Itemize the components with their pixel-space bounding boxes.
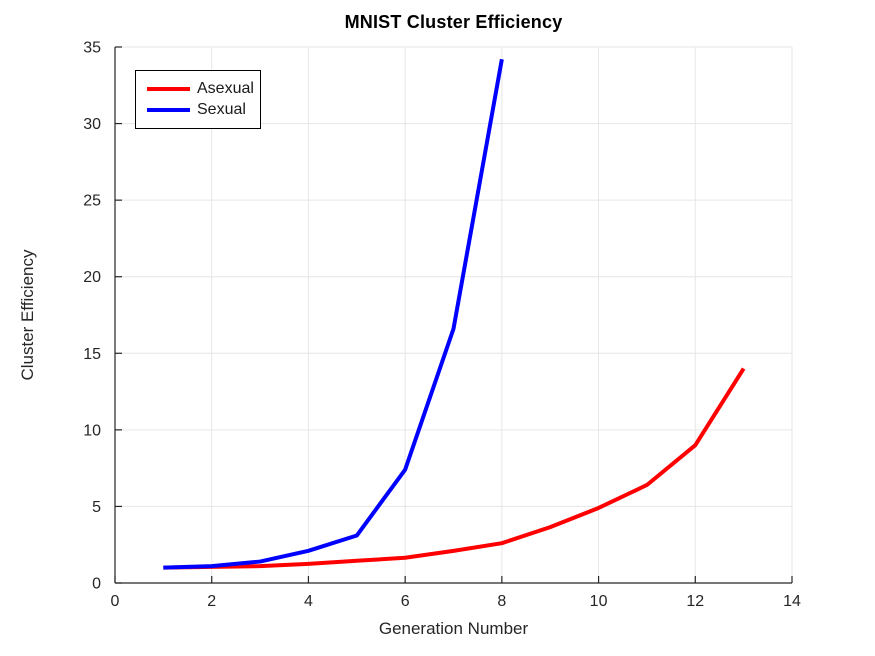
x-tick-label: 6: [401, 593, 410, 610]
y-tick-label: 15: [83, 346, 101, 363]
y-tick-label: 5: [92, 499, 101, 516]
y-tick-label: 35: [83, 40, 101, 57]
x-tick-label: 10: [590, 593, 608, 610]
y-tick-label: 30: [83, 116, 101, 133]
x-tick-label: 12: [686, 593, 704, 610]
x-tick-label: 8: [497, 593, 506, 610]
legend-item-asexual: Asexual: [147, 79, 260, 99]
chart-title: MNIST Cluster Efficiency: [344, 12, 563, 32]
y-tick-label: 25: [83, 193, 101, 210]
legend-item-sexual: Sexual: [147, 100, 260, 120]
x-tick-label: 0: [111, 593, 120, 610]
x-axis-label: Generation Number: [378, 619, 529, 638]
x-tick-label: 4: [304, 593, 313, 610]
series-line-asexual: [163, 367, 746, 570]
series-line-sexual: [163, 58, 504, 570]
y-tick-label: 20: [83, 269, 101, 286]
legend: Asexual Sexual: [135, 70, 261, 129]
x-tick-label: 2: [207, 593, 216, 610]
legend-label-sexual: Sexual: [197, 101, 246, 118]
legend-label-asexual: Asexual: [197, 80, 254, 97]
x-tick-label: 14: [783, 593, 801, 610]
y-tick-label: 10: [83, 422, 101, 439]
y-axis-label: Cluster Efficiency: [18, 249, 37, 381]
y-tick-label: 0: [92, 576, 101, 593]
legend-line-sample-sexual: [147, 108, 190, 112]
legend-line-sample-asexual: [147, 87, 190, 91]
